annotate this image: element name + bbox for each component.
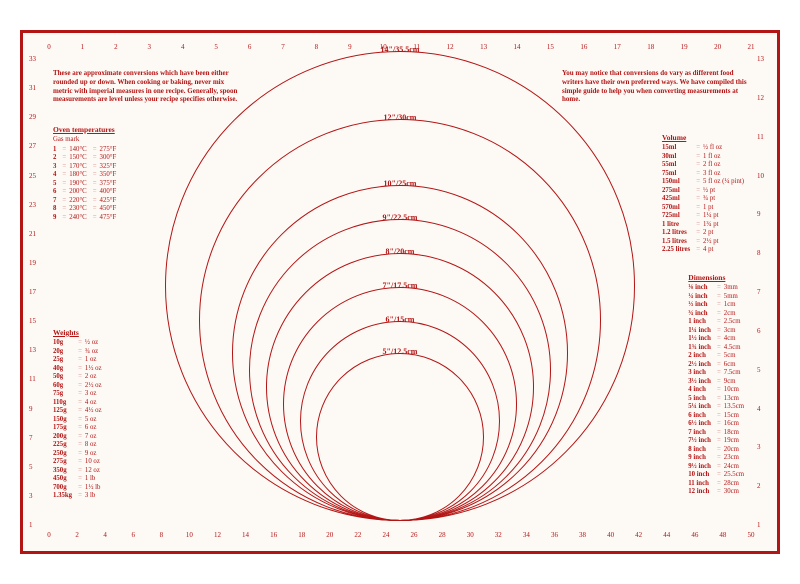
weights-table: Weights 10g=½ oz20g=¾ oz25g=1 oz40g=1½ o… — [53, 328, 105, 501]
table-row: 1¾ inch=4.5cm — [688, 344, 747, 352]
table-row: ¼ inch=5mm — [688, 293, 747, 301]
table-row: 20g=¾ oz — [53, 348, 105, 356]
ruler-left-cm: 13579111315171921232527293133 — [29, 33, 43, 551]
dimensions-heading: Dimensions — [688, 273, 747, 282]
table-row: 7½ inch=19cm — [688, 437, 747, 445]
table-row: 9½ inch=24cm — [688, 463, 747, 471]
dimensions-table: Dimensions ⅛ inch=3mm¼ inch=5mm½ inch=1c… — [688, 273, 747, 496]
table-row: 5 inch=13cm — [688, 395, 747, 403]
table-row: 2 inch=5cm — [688, 352, 747, 360]
table-row: 5¼ inch=13.5cm — [688, 403, 747, 411]
size-circle-label: 10"/25cm — [384, 179, 417, 188]
table-row: 425ml=¾ pt — [662, 195, 747, 203]
weights-heading: Weights — [53, 328, 105, 337]
weights-rows: 10g=½ oz20g=¾ oz25g=1 oz40g=1½ oz50g=2 o… — [53, 339, 105, 500]
table-row: 25g=1 oz — [53, 356, 105, 364]
ruler-right-inches: 12345678910111213 — [757, 33, 771, 551]
table-row: 1 litre=1¾ pt — [662, 221, 747, 229]
intro-right-paragraph: You may notice that conversions do vary … — [562, 69, 747, 104]
dimensions-rows: ⅛ inch=3mm¼ inch=5mm½ inch=1cm¾ inch=2cm… — [688, 284, 747, 496]
table-row: 9=240°C=475°F — [53, 214, 119, 222]
baking-mat: 0123456789101112131415161718192021 02468… — [20, 30, 780, 554]
intro-left-paragraph: These are approximate conversions which … — [53, 69, 238, 104]
table-row: 1=140°C=275°F — [53, 146, 119, 154]
table-row: ¾ inch=2cm — [688, 310, 747, 318]
table-row: 50g=2 oz — [53, 373, 105, 381]
table-row: 30ml=1 fl oz — [662, 153, 747, 161]
table-row: 55ml=2 fl oz — [662, 161, 747, 169]
table-row: 275ml=½ pt — [662, 187, 747, 195]
table-row: 60g=2½ oz — [53, 382, 105, 390]
size-circle-label: 9"/22.5cm — [383, 213, 418, 222]
table-row: 2=150°C=300°F — [53, 154, 119, 162]
table-row: 4 inch=10cm — [688, 386, 747, 394]
table-row: 175g=6 oz — [53, 424, 105, 432]
table-row: 450g=1 lb — [53, 475, 105, 483]
table-row: 7=220°C=425°F — [53, 197, 119, 205]
table-row: 725ml=1¼ pt — [662, 212, 747, 220]
table-row: ⅛ inch=3mm — [688, 284, 747, 292]
intro-text-right: You may notice that conversions do vary … — [562, 69, 747, 104]
table-row: 1¼ inch=3cm — [688, 327, 747, 335]
table-row: 75ml=3 fl oz — [662, 170, 747, 178]
table-row: 6=200°C=400°F — [53, 188, 119, 196]
table-row: 6½ inch=16cm — [688, 420, 747, 428]
volume-rows: 15ml=½ fl oz30ml=1 fl oz55ml=2 fl oz75ml… — [662, 144, 747, 254]
table-row: 1 inch=2.5cm — [688, 318, 747, 326]
size-circle-label: 8"/20cm — [386, 247, 415, 256]
size-circle-label: 5"/12.5cm — [383, 347, 418, 356]
table-row: 10g=½ oz — [53, 339, 105, 347]
table-row: 10 inch=25.5cm — [688, 471, 747, 479]
size-circle-label: 12"/30cm — [384, 113, 417, 122]
table-row: 15ml=½ fl oz — [662, 144, 747, 152]
size-circle — [316, 353, 484, 521]
table-row: 250g=9 oz — [53, 450, 105, 458]
table-row: 3 inch=7.5cm — [688, 369, 747, 377]
table-row: 3½ inch=9cm — [688, 378, 747, 386]
table-row: 125g=4½ oz — [53, 407, 105, 415]
table-row: 1.5 litres=2½ pt — [662, 238, 747, 246]
table-row: 7 inch=18cm — [688, 429, 747, 437]
oven-temp-heading: Oven temperatures — [53, 125, 119, 134]
table-row: 11 inch=28cm — [688, 480, 747, 488]
table-row: 1.2 litres=2 pt — [662, 229, 747, 237]
table-row: 275g=10 oz — [53, 458, 105, 466]
volume-table: Volume 15ml=½ fl oz30ml=1 fl oz55ml=2 fl… — [662, 133, 747, 255]
table-row: 570ml=1 pt — [662, 204, 747, 212]
table-row: 5=190°C=375°F — [53, 180, 119, 188]
table-row: 6 inch=15cm — [688, 412, 747, 420]
size-circle-label: 7"/17.5cm — [383, 281, 418, 290]
table-row: 150ml=5 fl oz (¼ pint) — [662, 178, 747, 186]
table-row: 8 inch=20cm — [688, 446, 747, 454]
table-row: 2.25 litres=4 pt — [662, 246, 747, 254]
table-row: 8=230°C=450°F — [53, 205, 119, 213]
volume-heading: Volume — [662, 133, 747, 142]
oven-temperatures-table: Oven temperatures Gas mark 1=140°C=275°F… — [53, 125, 119, 222]
table-row: 110g=4 oz — [53, 399, 105, 407]
table-row: 75g=3 oz — [53, 390, 105, 398]
oven-temp-subheading: Gas mark — [53, 136, 119, 144]
table-row: 40g=1½ oz — [53, 365, 105, 373]
table-row: 225g=8 oz — [53, 441, 105, 449]
oven-temp-rows: 1=140°C=275°F2=150°C=300°F3=170°C=325°F4… — [53, 146, 119, 222]
table-row: 1.35kg=3 lb — [53, 492, 105, 500]
size-circle-label: 14"/35.5cm — [381, 45, 420, 54]
ruler-bottom-cm: 0246810121416182022242628303234363840424… — [23, 531, 777, 541]
size-circle-label: 6"/15cm — [386, 315, 415, 324]
table-row: 700g=1½ lb — [53, 484, 105, 492]
table-row: 150g=5 oz — [53, 416, 105, 424]
table-row: 2½ inch=6cm — [688, 361, 747, 369]
table-row: 3=170°C=325°F — [53, 163, 119, 171]
table-row: 12 inch=30cm — [688, 488, 747, 496]
table-row: 200g=7 oz — [53, 433, 105, 441]
intro-text-left: These are approximate conversions which … — [53, 69, 238, 104]
table-row: 9 inch=23cm — [688, 454, 747, 462]
table-row: 4=180°C=350°F — [53, 171, 119, 179]
table-row: 1½ inch=4cm — [688, 335, 747, 343]
table-row: ½ inch=1cm — [688, 301, 747, 309]
table-row: 350g=12 oz — [53, 467, 105, 475]
